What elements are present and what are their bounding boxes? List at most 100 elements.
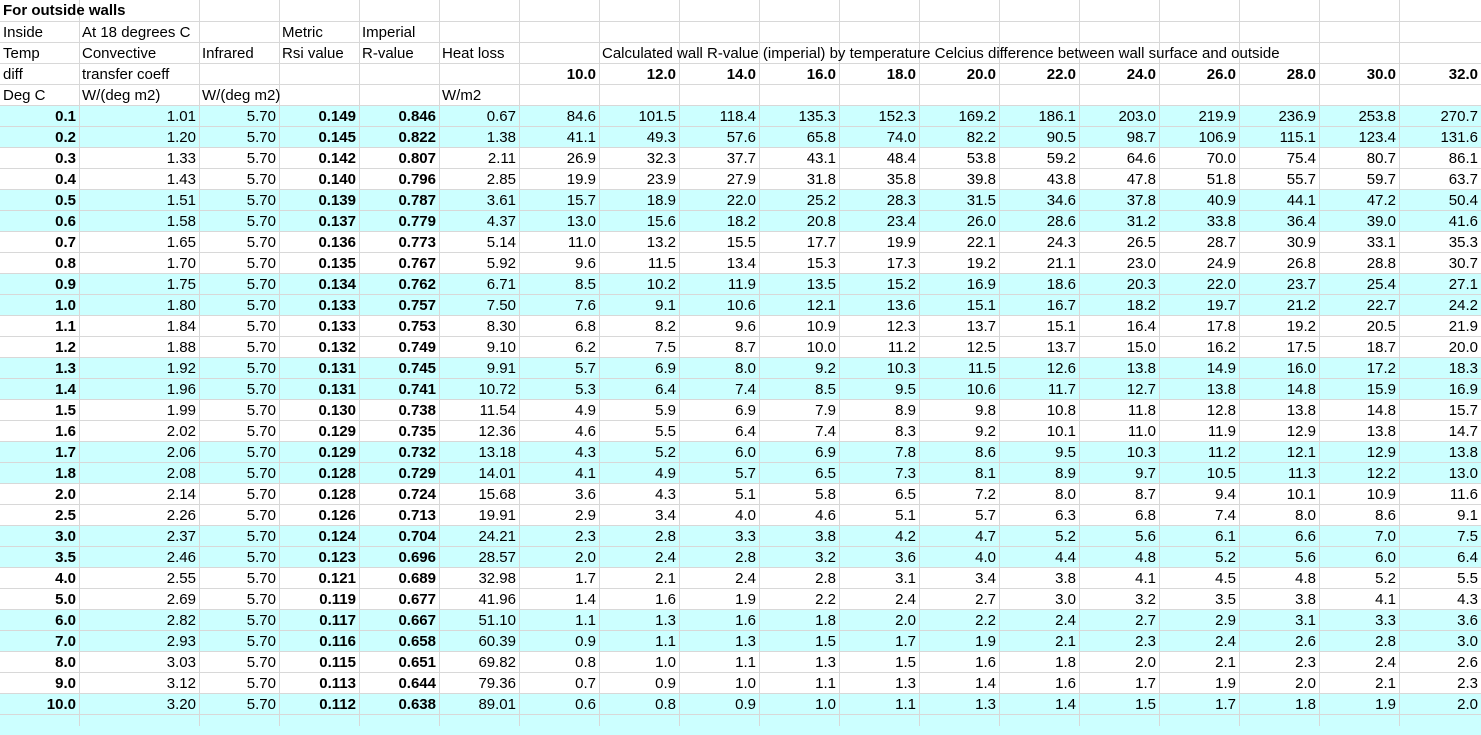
table-cell[interactable]: 9.6	[575, 255, 596, 272]
table-cell[interactable]: 1.0	[735, 675, 756, 692]
table-cell[interactable]: 0.738	[398, 402, 436, 419]
table-cell[interactable]: 2.1	[655, 570, 676, 587]
table-cell[interactable]: 9.1	[655, 297, 676, 314]
table-cell[interactable]: 2.3	[1135, 633, 1156, 650]
header-cell[interactable]: Rsi value	[282, 45, 344, 62]
table-cell[interactable]: 1.0	[55, 297, 76, 314]
table-cell[interactable]: 5.2	[1375, 570, 1396, 587]
table-cell[interactable]: 0.762	[398, 276, 436, 293]
table-cell[interactable]: 2.5	[55, 507, 76, 524]
table-cell[interactable]: 2.8	[735, 549, 756, 566]
table-cell[interactable]: 10.5	[1206, 465, 1236, 482]
table-cell[interactable]: 5.70	[246, 675, 276, 692]
table-cell[interactable]: 18.9	[646, 192, 676, 209]
table-cell[interactable]: 4.1	[1135, 570, 1156, 587]
table-cell[interactable]: 1.3	[815, 654, 836, 671]
sheet-title[interactable]: For outside walls	[3, 2, 126, 19]
table-cell[interactable]: 55.7	[1286, 171, 1316, 188]
table-cell[interactable]: 0.128	[318, 465, 356, 482]
table-cell[interactable]: 106.9	[1198, 129, 1236, 146]
table-cell[interactable]: 8.0	[735, 360, 756, 377]
table-cell[interactable]: 3.4	[975, 570, 996, 587]
header-cell[interactable]: Metric	[282, 24, 323, 41]
table-cell[interactable]: 37.8	[1126, 192, 1156, 209]
table-cell[interactable]: 5.1	[895, 507, 916, 524]
table-cell[interactable]: 34.6	[1046, 192, 1076, 209]
table-cell[interactable]: 2.1	[1055, 633, 1076, 650]
table-cell[interactable]: 1.0	[655, 654, 676, 671]
table-cell[interactable]: 1.1	[895, 696, 916, 713]
table-cell[interactable]: 28.57	[478, 549, 516, 566]
table-cell[interactable]: 48.4	[886, 150, 916, 167]
table-cell[interactable]: 1.6	[975, 654, 996, 671]
header-cell[interactable]: At 18 degrees C	[82, 24, 191, 41]
table-cell[interactable]: 6.71	[486, 276, 516, 293]
table-cell[interactable]: 11.2	[1207, 444, 1236, 461]
table-cell[interactable]: 8.6	[1375, 507, 1396, 524]
table-cell[interactable]: 17.7	[806, 234, 836, 251]
table-cell[interactable]: 0.696	[398, 549, 436, 566]
table-cell[interactable]: 8.9	[895, 402, 916, 419]
table-cell[interactable]: 2.4	[1375, 654, 1396, 671]
table-cell[interactable]: 39.0	[1366, 213, 1396, 230]
table-cell[interactable]: 28.6	[1046, 213, 1076, 230]
table-cell[interactable]: 11.5	[967, 360, 996, 377]
table-cell[interactable]: 5.70	[246, 171, 276, 188]
table-cell[interactable]: 2.11	[487, 150, 516, 167]
temp-diff-header[interactable]: 30.0	[1366, 66, 1396, 83]
table-cell[interactable]: 1.9	[1215, 675, 1236, 692]
table-cell[interactable]: 0.773	[398, 234, 436, 251]
table-cell[interactable]: 7.50	[486, 297, 516, 314]
table-cell[interactable]: 40.9	[1206, 192, 1236, 209]
table-cell[interactable]: 5.3	[575, 381, 596, 398]
table-cell[interactable]: 5.70	[246, 108, 276, 125]
table-cell[interactable]: 9.10	[486, 339, 516, 356]
header-cell[interactable]: W/(deg m2)	[82, 87, 161, 104]
table-cell[interactable]: 35.8	[886, 171, 916, 188]
table-cell[interactable]: 0.123	[318, 549, 356, 566]
table-cell[interactable]: 0.135	[318, 255, 356, 272]
table-cell[interactable]: 51.8	[1206, 171, 1236, 188]
table-cell[interactable]: 4.1	[1375, 591, 1396, 608]
table-cell[interactable]: 0.767	[398, 255, 436, 272]
table-cell[interactable]: 1.80	[166, 297, 196, 314]
table-cell[interactable]: 1.5	[815, 633, 836, 650]
table-cell[interactable]: 12.36	[478, 423, 516, 440]
table-cell[interactable]: 9.4	[1215, 486, 1236, 503]
table-cell[interactable]: 82.2	[966, 129, 996, 146]
table-cell[interactable]: 1.3	[895, 675, 916, 692]
table-cell[interactable]: 0.3	[55, 150, 76, 167]
table-cell[interactable]: 6.9	[655, 360, 676, 377]
table-cell[interactable]: 1.8	[815, 612, 836, 629]
table-cell[interactable]: 11.6	[1449, 486, 1478, 503]
table-cell[interactable]: 53.8	[966, 150, 996, 167]
table-cell[interactable]: 31.5	[966, 192, 996, 209]
table-cell[interactable]: 2.0	[1457, 696, 1478, 713]
table-cell[interactable]: 5.70	[246, 339, 276, 356]
table-cell[interactable]: 0.142	[318, 150, 356, 167]
table-cell[interactable]: 5.70	[246, 129, 276, 146]
table-cell[interactable]: 11.9	[727, 276, 756, 293]
table-cell[interactable]: 1.75	[166, 276, 196, 293]
table-cell[interactable]: 23.9	[646, 171, 676, 188]
table-cell[interactable]: 1.1	[55, 318, 76, 335]
table-cell[interactable]: 7.3	[895, 465, 916, 482]
table-cell[interactable]: 3.4	[655, 507, 676, 524]
table-cell[interactable]: 5.70	[246, 297, 276, 314]
table-cell[interactable]: 1.7	[1215, 696, 1236, 713]
table-cell[interactable]: 0.149	[318, 108, 356, 125]
table-cell[interactable]: 0.1	[55, 108, 76, 125]
table-cell[interactable]: 15.1	[966, 297, 996, 314]
table-cell[interactable]: 69.82	[478, 654, 516, 671]
table-cell[interactable]: 2.7	[975, 591, 996, 608]
table-cell[interactable]: 19.91	[478, 507, 516, 524]
table-cell[interactable]: 0.128	[318, 486, 356, 503]
table-cell[interactable]: 3.1	[1295, 612, 1316, 629]
table-cell[interactable]: 1.3	[735, 633, 756, 650]
table-cell[interactable]: 0.724	[398, 486, 436, 503]
table-cell[interactable]: 8.0	[1295, 507, 1316, 524]
table-cell[interactable]: 1.4	[975, 675, 996, 692]
table-cell[interactable]: 10.72	[478, 381, 516, 398]
table-cell[interactable]: 7.4	[1215, 507, 1236, 524]
table-cell[interactable]: 2.37	[166, 528, 196, 545]
